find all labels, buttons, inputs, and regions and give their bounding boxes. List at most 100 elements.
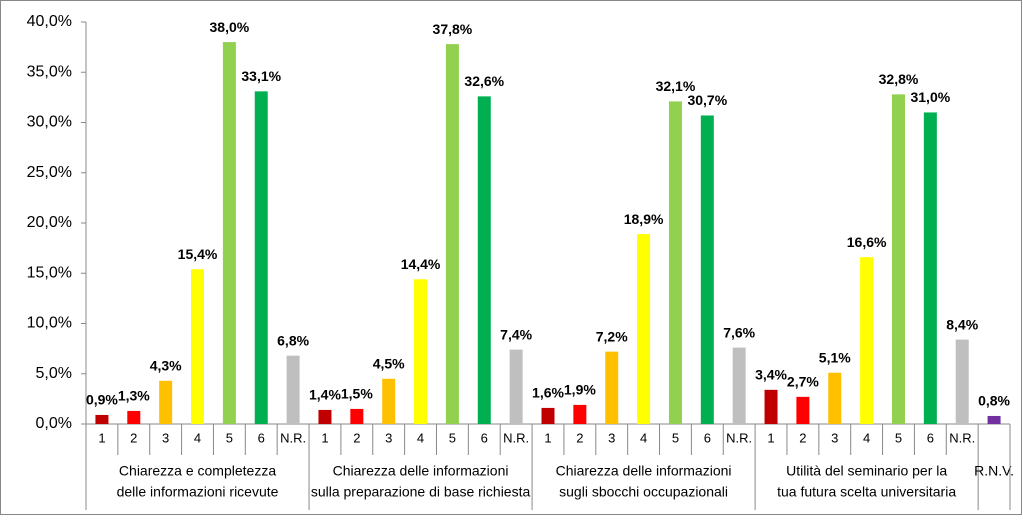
bar — [637, 234, 651, 424]
value-label: 1,5% — [341, 386, 373, 402]
value-label: 32,1% — [656, 78, 696, 94]
value-label: 1,4% — [309, 387, 341, 403]
x-tick-label: 1 — [321, 430, 328, 445]
y-tick-label: 35,0% — [27, 63, 72, 80]
x-tick-label: 4 — [194, 430, 201, 445]
value-label: 38,0% — [210, 19, 250, 35]
x-tick-label: 2 — [130, 430, 137, 445]
bar — [445, 44, 459, 425]
value-label: 33,1% — [241, 68, 281, 84]
group-label: tua futura scelta universitaria — [777, 484, 956, 500]
x-tick-label: 1 — [98, 430, 105, 445]
value-label: 18,9% — [624, 211, 664, 227]
value-label: 31,0% — [910, 89, 950, 105]
value-label: 3,4% — [755, 367, 787, 383]
value-label: 2,7% — [787, 374, 819, 390]
value-label: 0,9% — [86, 392, 118, 408]
value-label: 14,4% — [401, 256, 441, 272]
bar — [700, 115, 714, 424]
group-label: sugli sbocchi occupazionali — [559, 484, 728, 500]
x-tick-label: N.R. — [726, 430, 752, 445]
x-tick-label: 5 — [895, 430, 902, 445]
group-label: Utilità del seminario per la — [786, 463, 947, 479]
bar — [955, 339, 969, 424]
y-tick-label: 40,0% — [27, 13, 72, 30]
x-tick-label: 5 — [449, 430, 456, 445]
y-tick-label: 10,0% — [27, 315, 72, 332]
bar — [477, 96, 491, 425]
bar — [318, 409, 332, 424]
value-label: 32,8% — [879, 71, 919, 87]
bar — [222, 42, 236, 424]
bar — [573, 404, 587, 424]
x-tick-label: 3 — [385, 430, 392, 445]
x-tick-label: 4 — [417, 430, 424, 445]
y-tick-label: 0,0% — [36, 415, 72, 432]
value-label: 5,1% — [819, 349, 851, 365]
x-tick-label: N.R. — [280, 430, 306, 445]
group-label: sulla preparazione di base richiesta — [311, 484, 531, 500]
bar — [127, 410, 141, 424]
value-label: 30,7% — [687, 92, 727, 108]
x-tick-label: 3 — [608, 430, 615, 445]
group-label: delle informazioni ricevute — [117, 484, 279, 500]
x-tick-label: N.R. — [949, 430, 975, 445]
bar — [95, 414, 109, 424]
bar — [828, 372, 842, 424]
bar — [764, 389, 778, 424]
y-tick-label: 5,0% — [36, 365, 72, 382]
value-label: 15,4% — [178, 246, 218, 262]
x-tick-label: 2 — [799, 430, 806, 445]
group-label: Chiarezza e completezza — [119, 463, 276, 479]
bar — [286, 355, 300, 424]
y-tick-label: 25,0% — [27, 164, 72, 181]
value-label: 1,6% — [532, 385, 564, 401]
value-label: 32,6% — [464, 73, 504, 89]
bar — [509, 349, 523, 424]
value-label: 37,8% — [433, 21, 473, 37]
x-tick-label: 2 — [353, 430, 360, 445]
value-label: 7,6% — [723, 324, 755, 340]
x-tick-label: 6 — [927, 430, 934, 445]
bar — [605, 351, 619, 424]
x-tick-label: 2 — [576, 430, 583, 445]
group-label: R.N.V. — [974, 463, 1014, 479]
x-tick-label: 6 — [481, 430, 488, 445]
y-tick-label: 30,0% — [27, 114, 72, 131]
x-tick-label: 1 — [767, 430, 774, 445]
value-label: 1,3% — [118, 388, 150, 404]
x-tick-label: 3 — [162, 430, 169, 445]
bar — [382, 378, 396, 424]
x-tick-label: 3 — [831, 430, 838, 445]
group-label: Chiarezza delle informazioni — [333, 463, 509, 479]
bar — [191, 269, 205, 424]
value-label: 6,8% — [277, 332, 309, 348]
x-tick-label: 4 — [863, 430, 870, 445]
y-tick-label: 15,0% — [27, 264, 72, 281]
value-label: 8,4% — [946, 316, 978, 332]
bar — [891, 94, 905, 425]
bar — [796, 396, 810, 424]
bar — [668, 101, 682, 425]
value-label: 0,8% — [978, 393, 1010, 409]
value-label: 4,5% — [373, 355, 405, 371]
x-tick-label: 5 — [226, 430, 233, 445]
value-label: 16,6% — [847, 234, 887, 250]
bar — [987, 415, 1001, 424]
y-tick-label: 20,0% — [27, 214, 72, 231]
bar — [860, 257, 874, 424]
value-label: 7,2% — [596, 328, 628, 344]
x-tick-label: 6 — [258, 430, 265, 445]
value-label: 4,3% — [150, 357, 182, 373]
bar — [541, 407, 555, 424]
bar — [350, 408, 364, 424]
bar — [732, 347, 746, 424]
x-tick-label: 4 — [640, 430, 647, 445]
bar — [414, 279, 428, 424]
group-label: Chiarezza delle informazioni — [556, 463, 732, 479]
x-tick-label: 5 — [672, 430, 679, 445]
x-tick-label: N.R. — [503, 430, 529, 445]
value-label: 7,4% — [500, 326, 532, 342]
